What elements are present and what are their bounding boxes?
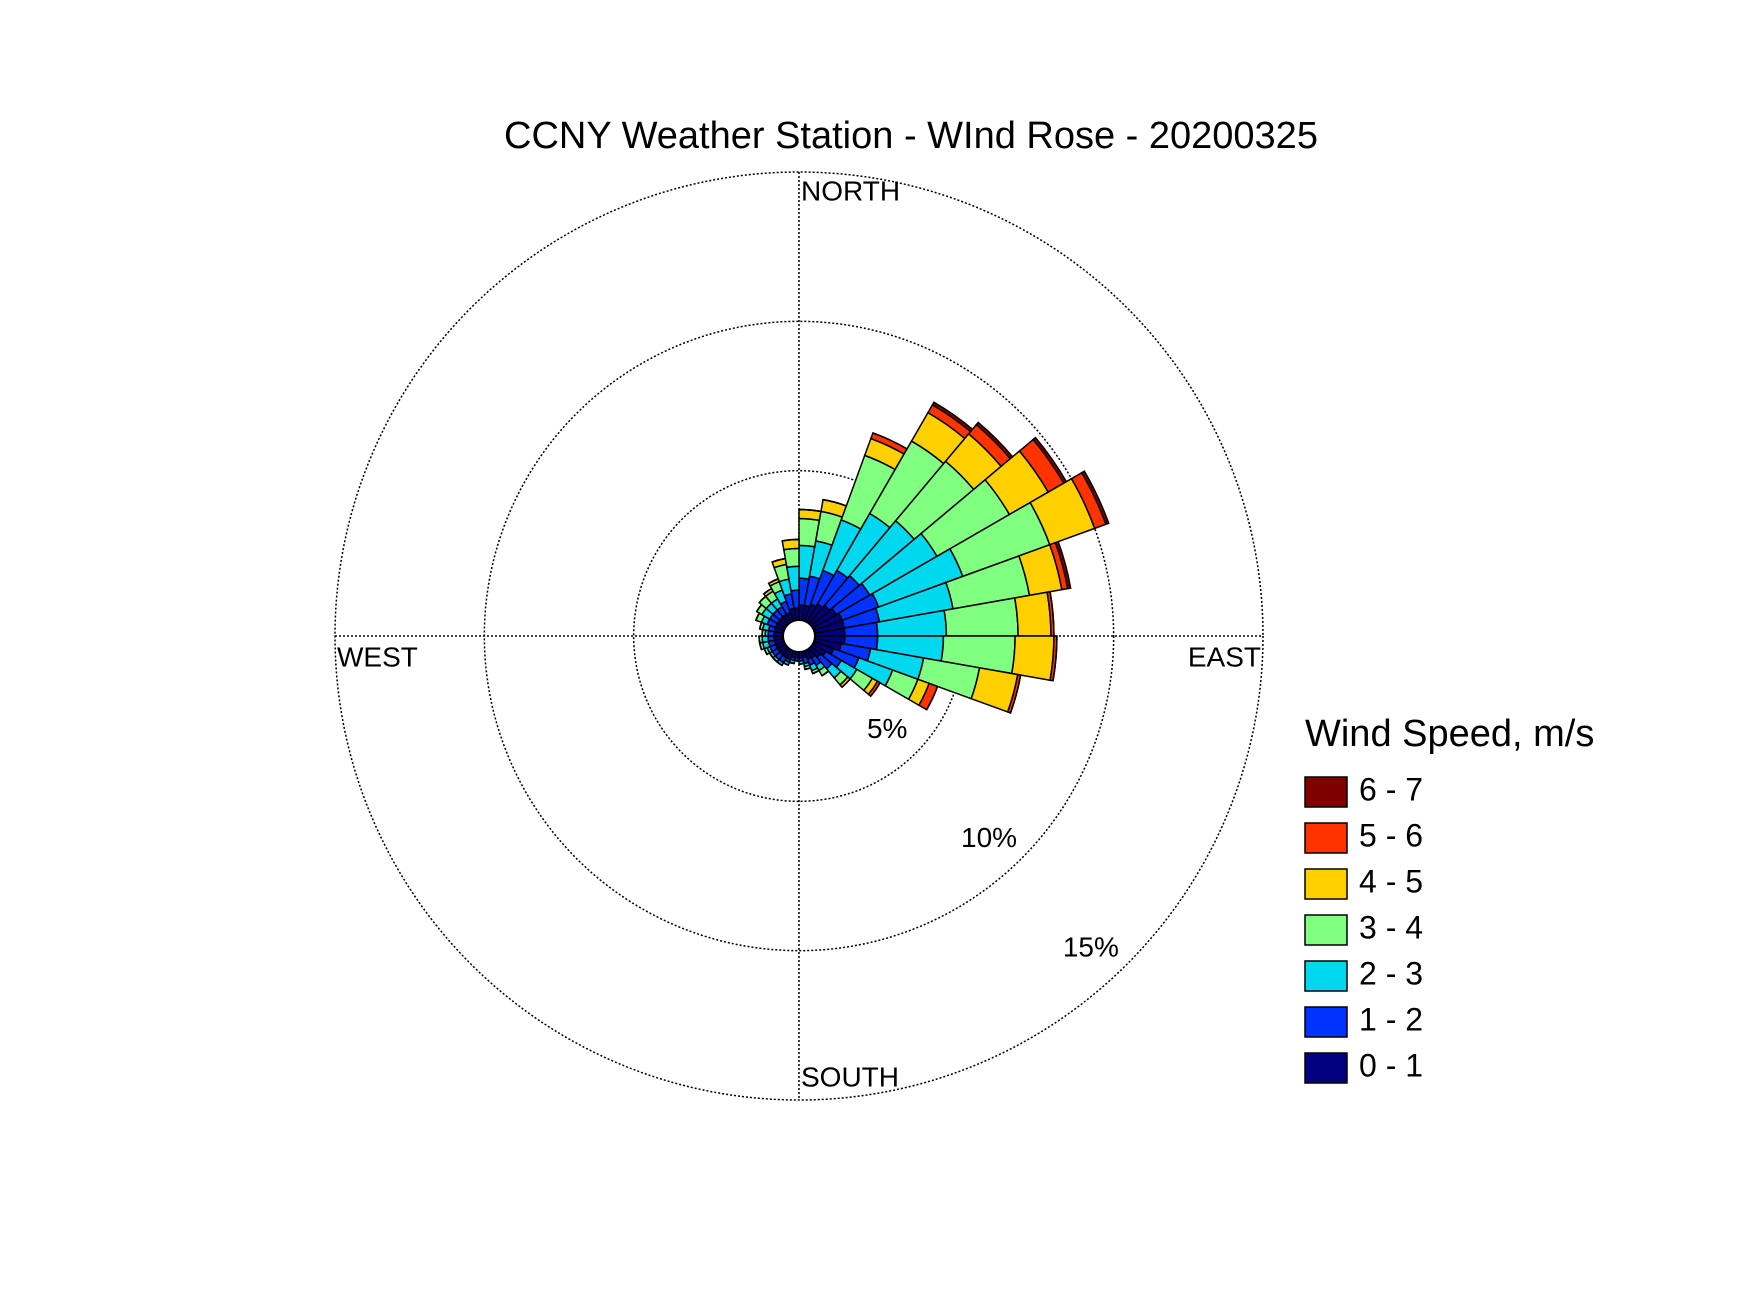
wind-segment — [782, 547, 800, 569]
legend-swatch — [1304, 1006, 1348, 1038]
legend-swatch — [1304, 776, 1348, 808]
wind-segment — [782, 538, 800, 542]
direction-label: EAST — [1188, 641, 1261, 672]
direction-label: WEST — [337, 641, 418, 672]
legend-swatch — [1304, 868, 1348, 900]
wind-segment — [758, 635, 761, 644]
legend-label: 2 - 3 — [1359, 955, 1423, 991]
legend-label: 0 - 1 — [1359, 1047, 1423, 1083]
wind-segment — [1052, 635, 1058, 681]
legend-swatch — [1304, 822, 1348, 854]
wind-segment — [1013, 591, 1052, 637]
wind-segment — [1080, 470, 1110, 526]
direction-label: SOUTH — [801, 1061, 899, 1092]
chart-title: CCNY Weather Station - WInd Rose - 20200… — [504, 115, 1318, 157]
r-tick-label: 15% — [1063, 931, 1119, 962]
r-tick-label: 10% — [961, 822, 1017, 853]
legend-swatch — [1304, 960, 1348, 992]
center-hole — [782, 619, 816, 653]
wind-segment — [761, 629, 764, 637]
legend-label: 5 - 6 — [1359, 817, 1423, 853]
legend-label: 1 - 2 — [1359, 1001, 1423, 1037]
legend-label: 3 - 4 — [1359, 909, 1423, 945]
r-tick-label: 5% — [867, 713, 907, 744]
legend-label: 4 - 5 — [1359, 863, 1423, 899]
legend-label: 6 - 7 — [1359, 771, 1423, 807]
legend-title: Wind Speed, m/s — [1305, 713, 1594, 755]
direction-label: NORTH — [801, 175, 900, 206]
wind-segment — [870, 682, 881, 697]
wind-segment — [1054, 540, 1072, 590]
wind-segment — [841, 678, 851, 688]
legend-swatch — [1304, 914, 1348, 946]
legend-swatch — [1304, 1052, 1348, 1084]
wind-segment — [1010, 635, 1055, 682]
